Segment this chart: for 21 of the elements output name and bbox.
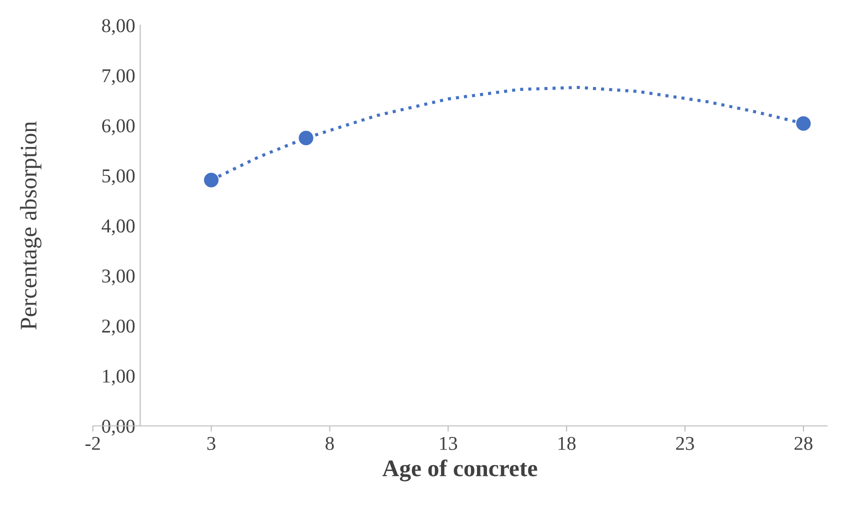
y-tick-label: 2,00 xyxy=(102,320,135,336)
y-tick-label: 0,00 xyxy=(102,420,135,436)
y-tick-label: 1,00 xyxy=(103,370,135,386)
point xyxy=(204,172,219,188)
y-tick-label: 7,00 xyxy=(102,69,135,86)
x-tick-label: 13 xyxy=(440,436,458,450)
x-tick-label: 3 xyxy=(207,436,216,450)
y-axis-title: Percentage absorption xyxy=(20,121,42,330)
x-tick-label: 28 xyxy=(794,436,812,450)
y-tick-label: 5,00 xyxy=(102,169,135,186)
point xyxy=(796,116,811,131)
y-tick-label: 8,00 xyxy=(102,19,135,36)
x-tick-label: 23 xyxy=(676,436,694,450)
y-tick-label: 4,00 xyxy=(102,219,135,236)
point xyxy=(298,130,314,146)
y-tick-label: 6,00 xyxy=(102,119,135,136)
x-tick-label: 8 xyxy=(326,436,334,450)
x-axis-title: Age of concrete xyxy=(382,459,538,482)
x-tick-label: -2 xyxy=(85,436,100,450)
x-tick-label: 18 xyxy=(558,436,576,450)
y-tick-label: 3,00 xyxy=(102,269,135,286)
